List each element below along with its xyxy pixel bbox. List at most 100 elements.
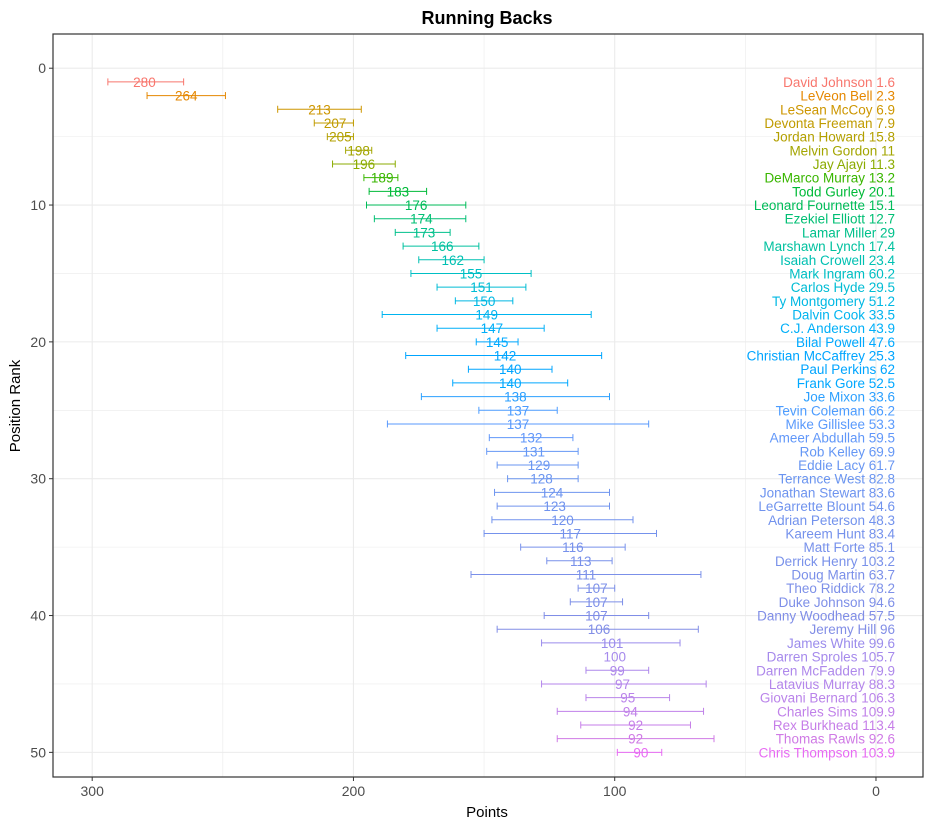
player-name: Jeremy Hill bbox=[809, 622, 876, 637]
points-label: 205 bbox=[329, 130, 352, 145]
points-label: 213 bbox=[308, 102, 331, 117]
player-value: 7.9 bbox=[872, 116, 895, 131]
points-label: 94 bbox=[623, 704, 639, 719]
player-label: Adrian Peterson 48.3 bbox=[768, 513, 895, 528]
player-value: 63.7 bbox=[865, 567, 895, 582]
error-bar bbox=[410, 269, 532, 277]
y-tick-label: 10 bbox=[30, 197, 46, 213]
player-name: Leonard Fournette bbox=[754, 198, 865, 213]
player-label: Dalvin Cook 33.5 bbox=[792, 308, 895, 323]
error-bar bbox=[326, 133, 354, 141]
player-name: Joe Mixon bbox=[803, 390, 865, 405]
player-label: Chris Thompson 103.9 bbox=[759, 745, 895, 760]
player-label: Paul Perkins 62 bbox=[800, 362, 895, 377]
y-tick-label: 50 bbox=[30, 744, 46, 760]
points-label: 101 bbox=[601, 636, 624, 651]
player-value: 79.9 bbox=[865, 663, 895, 678]
error-bar bbox=[373, 215, 467, 223]
player-label: Jay Ajayi 11.3 bbox=[813, 157, 895, 172]
error-bar bbox=[507, 475, 579, 483]
points-label: 107 bbox=[585, 581, 608, 596]
error-bar bbox=[556, 735, 715, 743]
player-value: 94.6 bbox=[865, 595, 895, 610]
player-name: Jonathan Stewart bbox=[760, 485, 865, 500]
player-value: 82.8 bbox=[865, 472, 895, 487]
player-label: Melvin Gordon 11 bbox=[789, 143, 895, 158]
player-value: 88.3 bbox=[865, 677, 895, 692]
player-value: 47.6 bbox=[865, 335, 895, 350]
player-value: 33.5 bbox=[865, 308, 895, 323]
y-tick-label: 30 bbox=[30, 471, 46, 487]
error-bar bbox=[386, 420, 650, 428]
points-label: 120 bbox=[551, 513, 574, 528]
points-label: 111 bbox=[576, 567, 597, 582]
points-label: 137 bbox=[507, 403, 530, 418]
points-label: 107 bbox=[585, 595, 608, 610]
player-value: 83.4 bbox=[865, 526, 896, 541]
points-label: 264 bbox=[175, 89, 198, 104]
points-label: 124 bbox=[541, 485, 564, 500]
chart-title: Running Backs bbox=[421, 8, 552, 28]
error-bar bbox=[541, 680, 707, 688]
points-label: 173 bbox=[413, 225, 436, 240]
points-label: 99 bbox=[610, 663, 625, 678]
error-bar bbox=[491, 516, 634, 524]
player-label: Jonathan Stewart 83.6 bbox=[760, 485, 895, 500]
points-label: 140 bbox=[499, 376, 522, 391]
player-name: Melvin Gordon bbox=[789, 143, 877, 158]
x-tick-label: 200 bbox=[342, 783, 366, 799]
player-label: Bilal Powell 47.6 bbox=[796, 335, 895, 350]
player-name: Todd Gurley bbox=[792, 184, 865, 199]
player-name: Mark Ingram bbox=[789, 266, 865, 281]
player-value: 13.2 bbox=[865, 171, 895, 186]
error-bar bbox=[483, 529, 658, 537]
player-value: 113.4 bbox=[858, 718, 895, 733]
error-bar bbox=[107, 78, 185, 86]
player-label: Devonta Freeman 7.9 bbox=[764, 116, 895, 131]
player-name: Jordan Howard bbox=[773, 130, 865, 145]
player-value: 12.7 bbox=[865, 212, 895, 227]
points-label: 155 bbox=[460, 266, 483, 281]
player-value: 11 bbox=[877, 143, 895, 158]
points-label: 116 bbox=[562, 540, 584, 555]
player-name: Latavius Murray bbox=[769, 677, 865, 692]
player-name: Lamar Miller bbox=[802, 225, 877, 240]
player-name: Marshawn Lynch bbox=[763, 239, 865, 254]
error-bar bbox=[146, 92, 226, 100]
player-value: 52.5 bbox=[865, 376, 895, 391]
player-value: 60.2 bbox=[865, 266, 895, 281]
player-name: Ezekiel Elliott bbox=[785, 212, 866, 227]
player-value: 96 bbox=[876, 622, 895, 637]
error-bar bbox=[475, 338, 519, 346]
player-value: 51.2 bbox=[865, 294, 895, 309]
player-label: Danny Woodhead 57.5 bbox=[757, 609, 895, 624]
player-name: Carlos Hyde bbox=[791, 280, 865, 295]
player-name: Darren McFadden bbox=[756, 663, 865, 678]
player-label: DeMarco Murray 13.2 bbox=[764, 171, 895, 186]
points-label: 189 bbox=[371, 171, 394, 186]
points-label: 196 bbox=[353, 157, 376, 172]
error-bar bbox=[277, 105, 362, 113]
points-label: 117 bbox=[560, 526, 582, 541]
player-value: 15.8 bbox=[865, 130, 895, 145]
player-name: David Johnson bbox=[783, 75, 872, 90]
error-bar bbox=[616, 748, 663, 756]
player-value: 25.3 bbox=[865, 349, 895, 364]
points-label: 151 bbox=[470, 280, 493, 295]
player-name: Chris Thompson bbox=[759, 745, 858, 760]
player-label: Christian McCaffrey 25.3 bbox=[747, 349, 895, 364]
player-name: Frank Gore bbox=[797, 376, 865, 391]
player-label: Isaiah Crowell 23.4 bbox=[780, 253, 895, 268]
player-name: James White bbox=[787, 636, 865, 651]
player-label: Leonard Fournette 15.1 bbox=[754, 198, 895, 213]
points-label: 140 bbox=[499, 362, 522, 377]
player-value: 2.3 bbox=[872, 89, 895, 104]
player-name: DeMarco Murray bbox=[764, 171, 865, 186]
player-label: Matt Forte 85.1 bbox=[803, 540, 895, 555]
points-label: 176 bbox=[405, 198, 428, 213]
error-bar bbox=[420, 393, 610, 401]
player-name: Danny Woodhead bbox=[757, 609, 865, 624]
player-value: 11.3 bbox=[866, 157, 895, 172]
player-label: Theo Riddick 78.2 bbox=[786, 581, 895, 596]
player-name: Devonta Freeman bbox=[764, 116, 872, 131]
